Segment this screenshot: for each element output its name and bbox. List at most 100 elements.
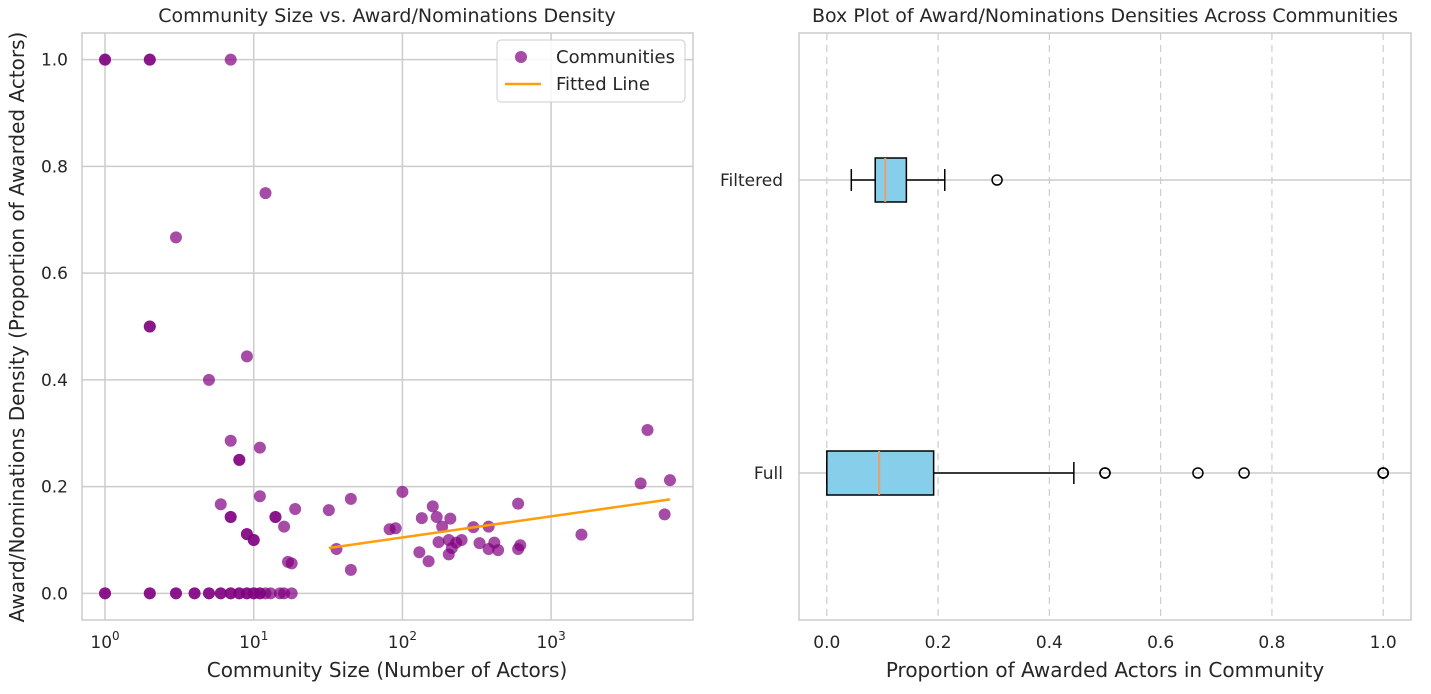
scatter-point: [240, 350, 253, 363]
fitted-line-group: [328, 498, 671, 550]
scatter-point: [259, 187, 272, 200]
box-filtered: [850, 157, 1003, 203]
tick-exponent: 2: [409, 629, 417, 643]
tick-base: 10: [388, 633, 410, 653]
scatter-point: [143, 320, 156, 333]
box-flier: [1192, 467, 1204, 479]
box-x-tick-label: 0.8: [1258, 633, 1285, 653]
box-plot-title: Box Plot of Award/Nominations Densities …: [812, 5, 1398, 27]
scatter-point: [289, 503, 302, 516]
scatter-point: [422, 555, 435, 568]
scatter-x-tick-label: 103: [536, 629, 565, 653]
box-x-tick-label: 0.4: [1036, 633, 1063, 653]
scatter-y-tick-label: 0.2: [41, 478, 68, 498]
fitted-line: [328, 498, 671, 550]
scatter-x-ticks: 100 101 102 103: [90, 629, 565, 653]
scatter-point: [658, 508, 671, 521]
scatter-y-tick-label: 1.0: [41, 51, 68, 71]
box-full: [826, 450, 1389, 496]
scatter-y-ticks: 0.0 0.2 0.4 0.6 0.8 1.0: [41, 51, 68, 605]
scatter-point: [269, 511, 282, 524]
scatter-point: [413, 546, 426, 559]
scatter-point: [389, 522, 402, 535]
legend-label-fitted-line: Fitted Line: [556, 74, 650, 95]
scatter-y-tick-label: 0.4: [41, 371, 68, 391]
scatter-point: [253, 490, 266, 503]
scatter-point: [442, 548, 455, 561]
scatter-point: [432, 536, 445, 549]
scatter-title: Community Size vs. Award/Nominations Den…: [158, 5, 616, 27]
box-x-tick-label: 1.0: [1370, 633, 1397, 653]
scatter-point: [634, 477, 647, 490]
scatter-point: [285, 587, 298, 600]
scatter-point: [253, 441, 266, 454]
tick-exponent: 1: [261, 629, 269, 643]
scatter-point: [99, 53, 112, 66]
scatter-point: [224, 53, 237, 66]
scatter-point: [444, 512, 457, 525]
scatter-y-axis-label: Award/Nominations Density (Proportion of…: [5, 32, 29, 623]
scatter-point: [214, 587, 227, 600]
legend-label-communities: Communities: [556, 47, 675, 68]
scatter-point: [99, 587, 112, 600]
box-x-tick-label: 0.2: [925, 633, 952, 653]
scatter-point: [224, 587, 237, 600]
box-category-label: Full: [754, 464, 783, 484]
scatter-x-tick-label: 100: [90, 629, 119, 653]
scatter-point: [663, 474, 676, 487]
box-plot-chart: Box Plot of Award/Nominations Densities …: [720, 5, 1412, 682]
box-iqr: [826, 450, 935, 496]
tick-base: 10: [536, 633, 558, 653]
scatter-point: [436, 520, 449, 533]
box-flier: [1377, 467, 1389, 479]
tick-base: 10: [90, 633, 112, 653]
scatter-y-tick-label: 0.8: [41, 157, 68, 177]
scatter-point: [169, 231, 182, 244]
box-plot-x-axis-label: Proportion of Awarded Actors in Communit…: [886, 658, 1325, 682]
scatter-point: [278, 520, 291, 533]
tick-exponent: 0: [112, 629, 120, 643]
legend-marker-communities: [515, 51, 527, 63]
box-plot-boxes: [826, 157, 1389, 496]
scatter-point: [482, 543, 495, 556]
scatter-x-axis-label: Community Size (Number of Actors): [207, 658, 568, 682]
scatter-x-tick-label: 101: [239, 629, 268, 653]
scatter-point: [512, 543, 525, 556]
box-plot-x-ticks: 0.0 0.2 0.4 0.6 0.8 1.0: [813, 633, 1396, 653]
scatter-point: [233, 453, 246, 466]
scatter-point: [512, 497, 525, 510]
scatter-chart: Community Size vs. Award/Nominations Den…: [5, 5, 694, 682]
scatter-point: [344, 563, 357, 576]
box-flier: [1238, 467, 1250, 479]
scatter-point: [247, 533, 260, 546]
scatter-point: [224, 511, 237, 524]
scatter-point: [344, 492, 357, 505]
box-category-label: Filtered: [720, 171, 783, 191]
scatter-point: [322, 504, 335, 517]
tick-base: 10: [239, 633, 261, 653]
scatter-point: [285, 557, 298, 570]
scatter-point: [396, 485, 409, 498]
scatter-point: [430, 511, 443, 524]
scatter-point: [473, 537, 486, 550]
scatter-point: [214, 498, 227, 511]
box-x-tick-label: 0.6: [1147, 633, 1174, 653]
box-x-tick-label: 0.0: [813, 633, 840, 653]
scatter-point: [426, 500, 439, 513]
scatter-point: [264, 587, 277, 600]
scatter-point: [188, 587, 201, 600]
scatter-point: [169, 587, 182, 600]
scatter-y-tick-label: 0.0: [41, 584, 68, 604]
scatter-grid: [82, 33, 693, 620]
box-flier: [1099, 467, 1111, 479]
box-plot-frame: [798, 32, 1412, 621]
scatter-x-tick-label: 102: [388, 629, 417, 653]
legend: Communities Fitted Line: [496, 39, 686, 103]
scatter-point: [143, 587, 156, 600]
scatter-point: [415, 512, 428, 525]
scatter-point: [224, 434, 237, 447]
scatter-point: [641, 424, 654, 437]
box-plot-grid: [799, 33, 1411, 620]
scatter-point: [492, 544, 505, 557]
